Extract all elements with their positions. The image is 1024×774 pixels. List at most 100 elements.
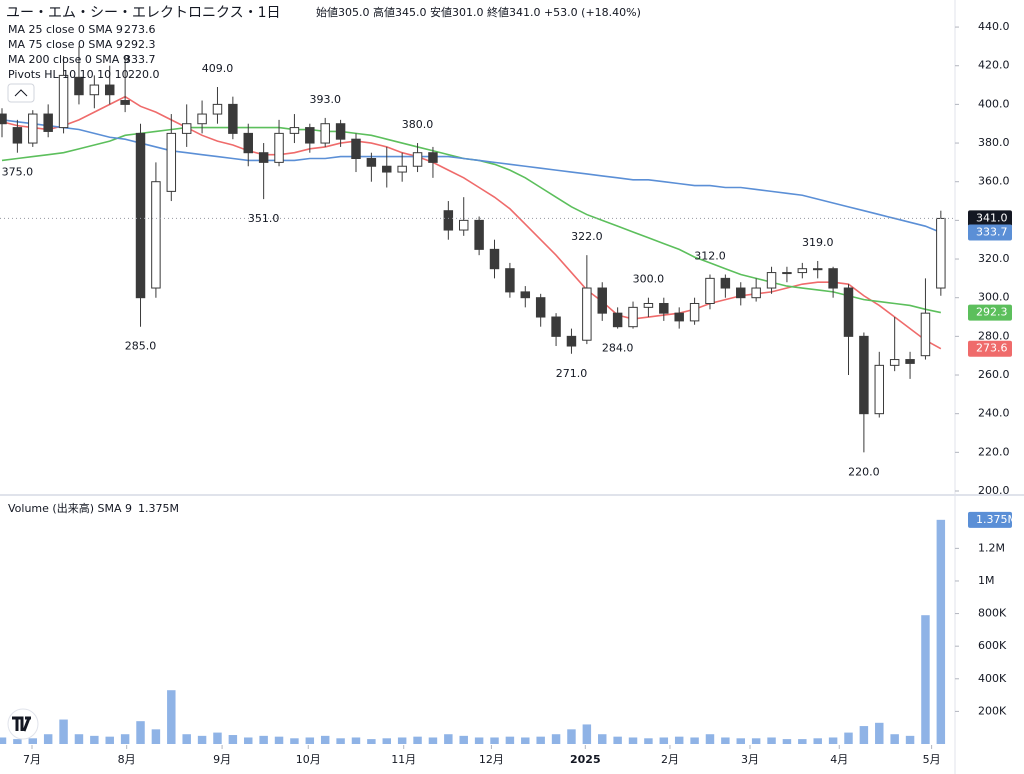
candle-body (843, 287, 854, 337)
volume-bar (921, 615, 930, 744)
candle-body (274, 132, 284, 163)
candle-body (535, 297, 546, 318)
volume-bar (151, 729, 161, 744)
x-tick-label: 11月 (391, 753, 416, 766)
x-tick-label: 10月 (296, 753, 321, 766)
volume-bar (798, 739, 807, 744)
volume-bar (305, 737, 315, 744)
candle-body (489, 248, 500, 270)
volume-bar (13, 739, 22, 744)
candle-body (458, 219, 469, 231)
volume-bar (320, 735, 330, 744)
x-tick-label: 4月 (830, 753, 848, 766)
legend-value: 273.6 (124, 23, 156, 36)
x-tick-label: 2月 (661, 753, 679, 766)
candle-body (305, 127, 315, 144)
candle-body (366, 158, 377, 167)
y-tick-label: 440.0 (978, 20, 1010, 33)
volume-bar (474, 737, 484, 744)
candle-body (351, 138, 361, 160)
volume-legend-name: Volume (出来高) SMA 9 (8, 501, 132, 515)
candle-body (12, 127, 23, 144)
volume-tick-label: 200K (978, 704, 1007, 717)
legend-name: Pivots HL 10 10 10 10 (8, 68, 129, 81)
y-tick-label: 200.0 (978, 484, 1010, 497)
ma-badge-bg (968, 304, 1012, 321)
volume-bar (59, 719, 68, 744)
volume-bar (367, 739, 376, 744)
volume-bar (767, 737, 776, 744)
candle-body (181, 123, 192, 134)
volume-bar (521, 737, 530, 744)
volume-bar (120, 734, 130, 744)
candle-body (797, 268, 808, 274)
collapse-button[interactable] (7, 83, 35, 103)
candle-body (674, 312, 684, 322)
volume-tick-label: 1.2M (978, 541, 1005, 554)
volume-bar (43, 734, 53, 744)
candle-body (289, 127, 300, 134)
x-tick-label: 9月 (213, 753, 231, 766)
volume-bar (705, 734, 715, 744)
volume-tick-label: 400K (978, 672, 1007, 685)
volume-bar (490, 737, 499, 744)
volume-bar (736, 738, 745, 744)
pivot-label: 285.0 (125, 340, 157, 353)
volume-bar (598, 734, 607, 744)
candle-body (105, 84, 115, 96)
candle-body (197, 113, 207, 125)
pivot-label: 409.0 (202, 62, 234, 75)
candle-body (874, 364, 885, 415)
volume-bar (551, 734, 561, 744)
volume-bar (105, 736, 114, 744)
y-tick-label: 380.0 (978, 136, 1010, 149)
volume-bar (936, 519, 946, 744)
candle-body (58, 74, 69, 129)
chart-title: ユー・エム・シー・エレクトロニクス・1日 (6, 5, 281, 21)
logo-mark (12, 716, 31, 732)
candle-body (751, 287, 761, 299)
candle-body (397, 165, 407, 173)
x-tick-label: 2025 (570, 753, 601, 766)
volume-badge-bg (968, 511, 1012, 528)
y-tick-label: 220.0 (978, 445, 1010, 458)
x-tick-label: 12月 (479, 753, 504, 766)
collapse-icon (14, 89, 28, 97)
candle-body (89, 84, 100, 96)
volume-bar (875, 722, 884, 744)
volume-badge: 1.375M (976, 513, 1017, 526)
volume-tick-label: 600K (978, 639, 1007, 652)
x-tick-label: 8月 (118, 753, 136, 766)
volume-bar (674, 736, 684, 744)
y-tick-label: 240.0 (978, 407, 1010, 420)
y-tick-label: 360.0 (978, 175, 1010, 188)
volume-bar (213, 732, 222, 744)
candle-body (782, 272, 792, 275)
pivot-label: 319.0 (802, 236, 834, 249)
pivot-label: 271.0 (556, 367, 588, 380)
candle-body (243, 132, 253, 154)
volume-bar (890, 734, 899, 744)
volume-bar (136, 721, 145, 744)
candle-body (166, 132, 177, 192)
plot: 200.0220.0240.0260.0280.0300.0320.0340.0… (0, 20, 1017, 766)
legend-value: 292.3 (124, 38, 156, 51)
ma-badge: 333.7 (976, 226, 1008, 239)
volume-bar (536, 736, 545, 744)
candle-body (720, 277, 731, 289)
candle-body (520, 291, 531, 299)
y-tick-label: 400.0 (978, 97, 1010, 110)
candle-body (612, 312, 623, 328)
volume-bar (382, 738, 392, 744)
candle-body (705, 277, 715, 304)
ohlc-text: 始値305.0 高値345.0 安値301.0 終値341.0 +53.0 (+… (316, 5, 641, 19)
volume-bar (905, 735, 915, 744)
candle-body (551, 316, 561, 337)
candle-body (736, 287, 746, 299)
candle-body (889, 359, 900, 366)
volume-bar (644, 738, 653, 744)
candle-body (628, 306, 638, 328)
volume-bar (613, 736, 622, 744)
